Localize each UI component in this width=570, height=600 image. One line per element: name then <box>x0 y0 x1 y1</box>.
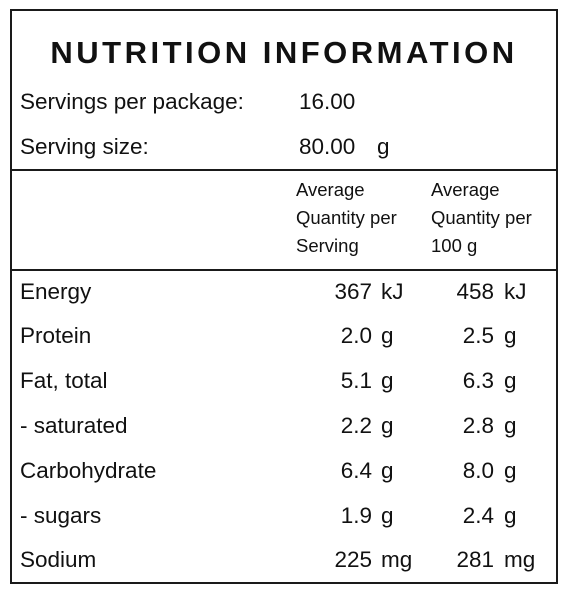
per-100g-value: 2.4 <box>462 503 494 528</box>
column-header-per-100g-line: 100 g <box>431 235 478 256</box>
nutrient-name: Carbohydrate <box>20 458 157 483</box>
per-serving-unit: g <box>381 323 394 348</box>
serving-size-unit: g <box>377 134 390 159</box>
nutrient-name: Protein <box>20 323 92 348</box>
per-serving-unit: g <box>381 458 394 483</box>
nutrient-row-protein: Protein 2.0 g 2.5 g <box>12 323 556 363</box>
panel-title: NUTRITION INFORMATION <box>50 35 518 70</box>
per-100g-value: 6.3 <box>462 368 494 393</box>
per-100g-unit: g <box>504 413 517 438</box>
per-100g-value: 8.0 <box>462 458 494 483</box>
nutrient-name: - saturated <box>20 413 128 438</box>
nutrient-row-carbohydrate: Carbohydrate 6.4 g 8.0 g <box>12 458 556 498</box>
per-100g-unit: kJ <box>504 279 527 304</box>
per-serving-value: 6.4 <box>340 458 372 483</box>
per-100g-unit: mg <box>504 547 536 572</box>
per-100g-value: 2.5 <box>462 323 494 348</box>
per-100g-unit: g <box>504 458 517 483</box>
per-100g-unit: g <box>504 323 517 348</box>
nutrient-row-energy: Energy 367 kJ 458 kJ <box>12 279 556 319</box>
per-serving-value: 2.0 <box>340 323 372 348</box>
per-100g-value: 458 <box>456 279 494 304</box>
per-serving-unit: mg <box>381 547 413 572</box>
per-serving-unit: g <box>381 413 394 438</box>
servings-per-package-value: 16.00 <box>299 89 356 114</box>
serving-size-label: Serving size: <box>20 134 149 159</box>
column-header-per-serving-line: Serving <box>296 235 359 256</box>
nutrient-name: Fat, total <box>20 368 108 393</box>
nutrition-panel: NUTRITION INFORMATION Servings per packa… <box>10 9 558 584</box>
column-header-per-100g: Average Quantity per 100 g <box>431 176 556 260</box>
nutrient-name: Sodium <box>20 547 97 572</box>
per-serving-unit: g <box>381 368 394 393</box>
nutrient-row-saturated: - saturated 2.2 g 2.8 g <box>12 413 556 453</box>
nutrient-row-sugars: - sugars 1.9 g 2.4 g <box>12 503 556 543</box>
per-100g-value: 281 <box>456 547 494 572</box>
nutrient-row-fat-total: Fat, total 5.1 g 6.3 g <box>12 368 556 408</box>
nutrient-row-sodium: Sodium 225 mg 281 mg <box>12 547 556 587</box>
nutrient-name: - sugars <box>20 503 102 528</box>
per-100g-unit: g <box>504 503 517 528</box>
per-serving-value: 225 <box>334 547 372 572</box>
column-header-per-100g-line: Average <box>431 179 500 200</box>
per-serving-value: 367 <box>334 279 372 304</box>
column-header-per-serving-line: Quantity per <box>296 207 397 228</box>
per-serving-value: 5.1 <box>340 368 372 393</box>
per-serving-value: 2.2 <box>340 413 372 438</box>
nutrient-name: Energy <box>20 279 92 304</box>
column-header-per-serving: Average Quantity per Serving <box>296 176 421 260</box>
divider-header <box>12 269 556 271</box>
divider-top <box>12 169 556 171</box>
per-serving-unit: g <box>381 503 394 528</box>
servings-per-package-label: Servings per package: <box>20 89 244 114</box>
column-header-per-serving-line: Average <box>296 179 365 200</box>
column-header-per-100g-line: Quantity per <box>431 207 532 228</box>
per-serving-value: 1.9 <box>340 503 372 528</box>
serving-size-value: 80.00 <box>299 134 356 159</box>
per-serving-unit: kJ <box>381 279 404 304</box>
per-100g-value: 2.8 <box>462 413 494 438</box>
per-100g-unit: g <box>504 368 517 393</box>
